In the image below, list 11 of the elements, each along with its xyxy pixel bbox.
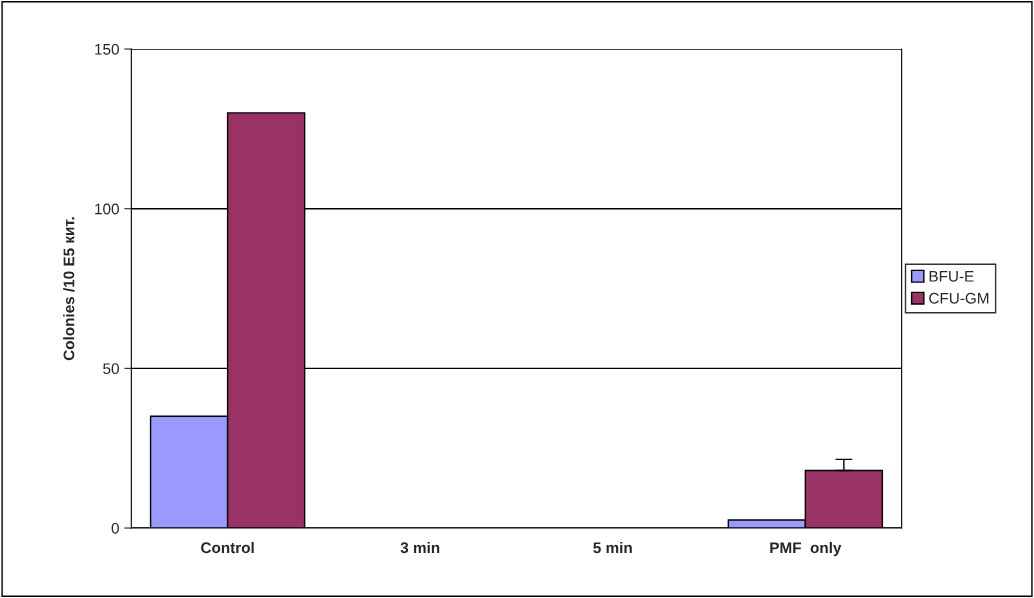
- y-tick-label: 150: [95, 43, 119, 55]
- x-tick-label: PMF only: [770, 541, 842, 557]
- y-tick-label: 0: [111, 522, 119, 534]
- legend-label: BFU-E: [929, 271, 974, 282]
- x-tick-label: 5 min: [593, 541, 632, 554]
- y-axis-title: Colonies /10 E5 кит.: [63, 217, 75, 361]
- y-tick-label: 100: [95, 203, 119, 215]
- legend-label: CFU-GM: [929, 292, 989, 304]
- x-tick-label: Control: [201, 541, 254, 554]
- y-tick-label: 50: [103, 363, 119, 375]
- x-tick-label: 3 min: [400, 541, 440, 554]
